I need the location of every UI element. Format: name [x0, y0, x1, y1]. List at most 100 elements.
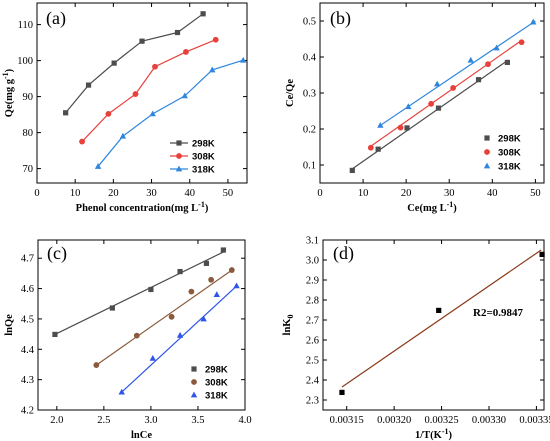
data-point — [377, 122, 384, 128]
data-point — [176, 331, 184, 338]
legend: 298K 308K 318K — [170, 139, 215, 176]
y-tick-label: 4.6 — [21, 284, 34, 295]
x-tick-label: 40 — [487, 188, 498, 199]
y-tick-label: 2.8 — [306, 296, 319, 307]
x-tick-label: 2.5 — [97, 415, 110, 426]
fit-line — [95, 268, 234, 366]
data-point — [475, 77, 482, 83]
data-point — [149, 354, 156, 361]
x-tick-label: 10 — [358, 188, 369, 199]
x-axis-label: Ce(mg L-1) — [407, 200, 457, 214]
data-point — [530, 18, 537, 25]
data-point — [119, 132, 127, 139]
y-tick-label: 2.7 — [306, 316, 319, 327]
r-squared-annotation: R2=0.9847 — [473, 307, 523, 319]
data-point — [132, 91, 139, 97]
x-tick-label: 0 — [317, 188, 322, 199]
data-point — [228, 267, 235, 273]
legend-label: 298K — [498, 134, 521, 145]
y-tick-label: 3.1 — [306, 236, 319, 247]
y-tick-label: 70 — [23, 164, 34, 175]
data-point — [133, 332, 140, 339]
legend-marker — [483, 162, 491, 169]
x-tick-label: 3.0 — [144, 415, 157, 426]
series-318K — [377, 18, 537, 128]
data-point — [63, 110, 69, 116]
y-tick-label: 3.0 — [306, 256, 319, 267]
fit-line — [379, 20, 536, 126]
data-point — [367, 144, 374, 151]
data-point — [105, 110, 112, 117]
legend-marker — [176, 140, 182, 146]
data-point — [52, 331, 58, 338]
legend: 298K 308K 318K — [483, 134, 521, 173]
x-tick-label: 50 — [530, 188, 541, 199]
x-axis-label: 1/T(K-1) — [415, 427, 453, 441]
panel-label: (b) — [330, 8, 351, 29]
data-point — [177, 268, 183, 275]
legend-marker — [190, 391, 198, 398]
legend-label: 298K — [192, 139, 215, 150]
x-tick-label: 0.00325 — [424, 415, 458, 426]
data-point — [109, 305, 115, 311]
y-axis-label: Ce/Qe — [285, 79, 296, 107]
data-point — [504, 59, 510, 65]
plot-frame — [36, 2, 248, 184]
panel-label: (a) — [46, 8, 66, 29]
data-point — [518, 39, 525, 46]
y-tick-label: 4.2 — [21, 406, 34, 417]
data-point — [79, 138, 85, 145]
series-308K — [79, 36, 219, 145]
data-point — [433, 80, 441, 87]
legend-marker — [176, 153, 182, 159]
y-tick-label: 2.4 — [306, 376, 320, 387]
y-axis-label: lnQe — [4, 314, 15, 336]
x-tick-label: 0.00315 — [330, 415, 364, 426]
chart-panel-4: 0.00315 0.00320 0.00325 0.00330 0.00335 2.3 2.… — [282, 236, 550, 441]
data-point — [208, 276, 215, 283]
legend-label: 318K — [192, 165, 215, 176]
x-tick-label: 10 — [70, 188, 81, 199]
plot-frame — [322, 239, 545, 411]
data-point — [200, 315, 207, 322]
data-point — [200, 11, 206, 17]
y-tick-label: 2.6 — [306, 336, 319, 347]
x-tick-label: 0 — [34, 188, 39, 199]
data-point — [428, 100, 435, 107]
y-tick-label: 4.3 — [21, 375, 34, 386]
data-point — [339, 389, 345, 395]
fit-line — [349, 60, 508, 171]
y-tick-label: 4.4 — [21, 345, 35, 356]
legend-marker — [191, 366, 197, 372]
y-tick-label: 110 — [18, 20, 33, 31]
series-points-1 — [339, 249, 545, 395]
legend-label: 308K — [205, 378, 228, 389]
data-point — [85, 82, 92, 88]
data-point — [435, 105, 442, 111]
data-point — [233, 282, 240, 289]
data-point — [485, 61, 491, 68]
y-tick-label: 2.3 — [306, 396, 319, 407]
legend-label: 318K — [205, 391, 228, 402]
data-point — [94, 163, 102, 169]
data-point — [375, 146, 381, 152]
data-point — [467, 56, 474, 63]
legend: 298K 308K 318K — [190, 365, 228, 402]
chart-panel-2: 0 10 20 30 40 50 0.1 0.2 0.3 0.4 0.5 Ce(mg L-1) Ce/Q… — [285, 2, 545, 214]
x-tick-label: 0.00335 — [519, 415, 550, 426]
x-tick-label: 50 — [223, 188, 234, 199]
x-tick-label: 4.0 — [238, 415, 251, 426]
y-tick-label: 0.5 — [303, 17, 316, 28]
fit-line — [121, 284, 238, 393]
legend-marker — [484, 135, 490, 141]
legend-label: 298K — [205, 365, 228, 376]
data-point — [181, 92, 188, 99]
fit-line — [54, 250, 225, 335]
x-tick-label: 0.00330 — [472, 415, 506, 426]
x-tick-label: 2.0 — [50, 415, 63, 426]
legend-marker — [484, 149, 490, 155]
series-308K — [367, 39, 525, 151]
data-point — [174, 29, 181, 36]
data-point — [203, 260, 210, 266]
